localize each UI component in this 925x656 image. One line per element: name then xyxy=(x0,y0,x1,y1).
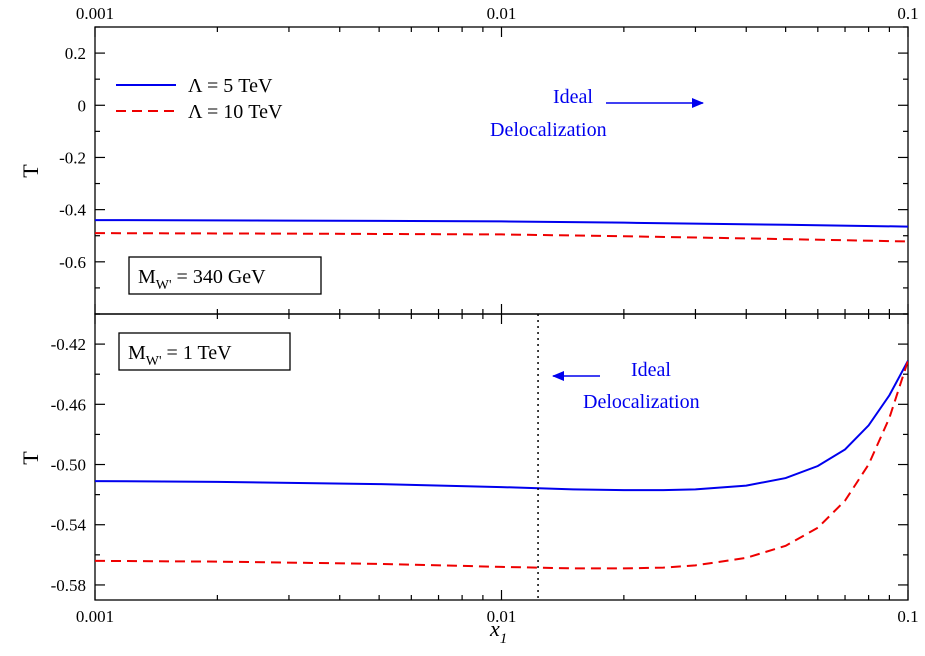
top-x-tick-label: 0.01 xyxy=(487,4,517,23)
top-mass-label: MW' = 340 GeV xyxy=(138,266,266,293)
bottom-mass-box-frame xyxy=(118,332,291,371)
bottom-series-line-5tev xyxy=(95,360,908,492)
bottom-x-ticks: 0.001 0.01 0.1 xyxy=(76,314,919,626)
legend: Λ = 5 TeV Λ = 10 TeV xyxy=(116,75,283,123)
bottom-series-group xyxy=(95,360,908,570)
bottom-y-ticks: -0.58 -0.54 -0.50 -0.46 -0.42 xyxy=(51,313,908,595)
bottom-y-axis-title: T xyxy=(18,451,43,465)
top-annotation-line1: Ideal xyxy=(553,86,593,108)
top-mass-box-frame xyxy=(128,256,322,295)
x-tick-label: 0.001 xyxy=(76,607,114,626)
top-y-tick-label: 0.2 xyxy=(65,44,86,63)
x-axis-title-main: x xyxy=(489,616,500,641)
bottom-y-tick-label: -0.50 xyxy=(51,456,86,475)
top-x-ticks: 0.001 0.01 0.1 xyxy=(76,4,919,314)
bottom-mass-label: MW' = 1 TeV xyxy=(128,342,232,369)
bottom-y-tick-label: -0.42 xyxy=(51,335,86,354)
bottom-mass-sub: W' xyxy=(146,354,162,369)
top-y-tick-label: -0.2 xyxy=(59,148,86,167)
top-mass-sub: W' xyxy=(156,278,172,293)
x-tick-label: 0.1 xyxy=(897,607,918,626)
top-mass-box: MW' = 340 GeV xyxy=(128,256,322,295)
bottom-y-tick-label: -0.58 xyxy=(51,576,86,595)
top-mass-main: M xyxy=(138,266,156,288)
bottom-mass-main: M xyxy=(128,342,146,364)
top-series-line-5tev xyxy=(95,219,908,228)
top-y-axis-title: T xyxy=(18,164,43,178)
x-tick-label: 0.01 xyxy=(487,607,517,626)
top-y-tick-label: -0.4 xyxy=(59,201,86,220)
bottom-annotation-line1: Ideal xyxy=(631,359,671,381)
bottom-panel: 0.001 0.01 0.1 -0.58 -0.54 -0.50 -0.46 -0.42 T… xyxy=(18,313,919,647)
bottom-annotation: Ideal Delocalization xyxy=(552,359,700,413)
top-series-group xyxy=(95,219,908,243)
legend-label-5tev: Λ = 5 TeV xyxy=(188,75,273,97)
bottom-mass-rest: = 1 TeV xyxy=(162,342,233,364)
top-annotation: Ideal Delocalization xyxy=(490,86,704,141)
x-axis-title: x1 xyxy=(489,616,507,647)
top-y-ticks: -0.6 -0.4 -0.2 0 0.2 xyxy=(59,26,908,315)
bottom-mass-box: MW' = 1 TeV xyxy=(118,332,291,371)
bottom-y-tick-label: -0.46 xyxy=(51,395,86,414)
bottom-y-tick-label: -0.54 xyxy=(51,516,87,535)
bottom-series-line-10tev xyxy=(95,360,908,570)
top-y-tick-label: -0.6 xyxy=(59,253,86,272)
legend-label-10tev: Λ = 10 TeV xyxy=(188,101,283,123)
top-y-tick-label: 0 xyxy=(78,96,87,115)
top-panel: 0.001 0.01 0.1 -0.6 -0.4 -0.2 0 0.2 T Λ = 5 Te… xyxy=(18,4,919,315)
bottom-annotation-line2: Delocalization xyxy=(583,391,700,413)
top-annotation-line2: Delocalization xyxy=(490,119,607,141)
x-axis-title-sub: 1 xyxy=(500,631,508,647)
top-x-tick-label: 0.1 xyxy=(897,4,918,23)
top-x-tick-label: 0.001 xyxy=(76,4,114,23)
top-mass-rest: = 340 GeV xyxy=(172,266,267,288)
